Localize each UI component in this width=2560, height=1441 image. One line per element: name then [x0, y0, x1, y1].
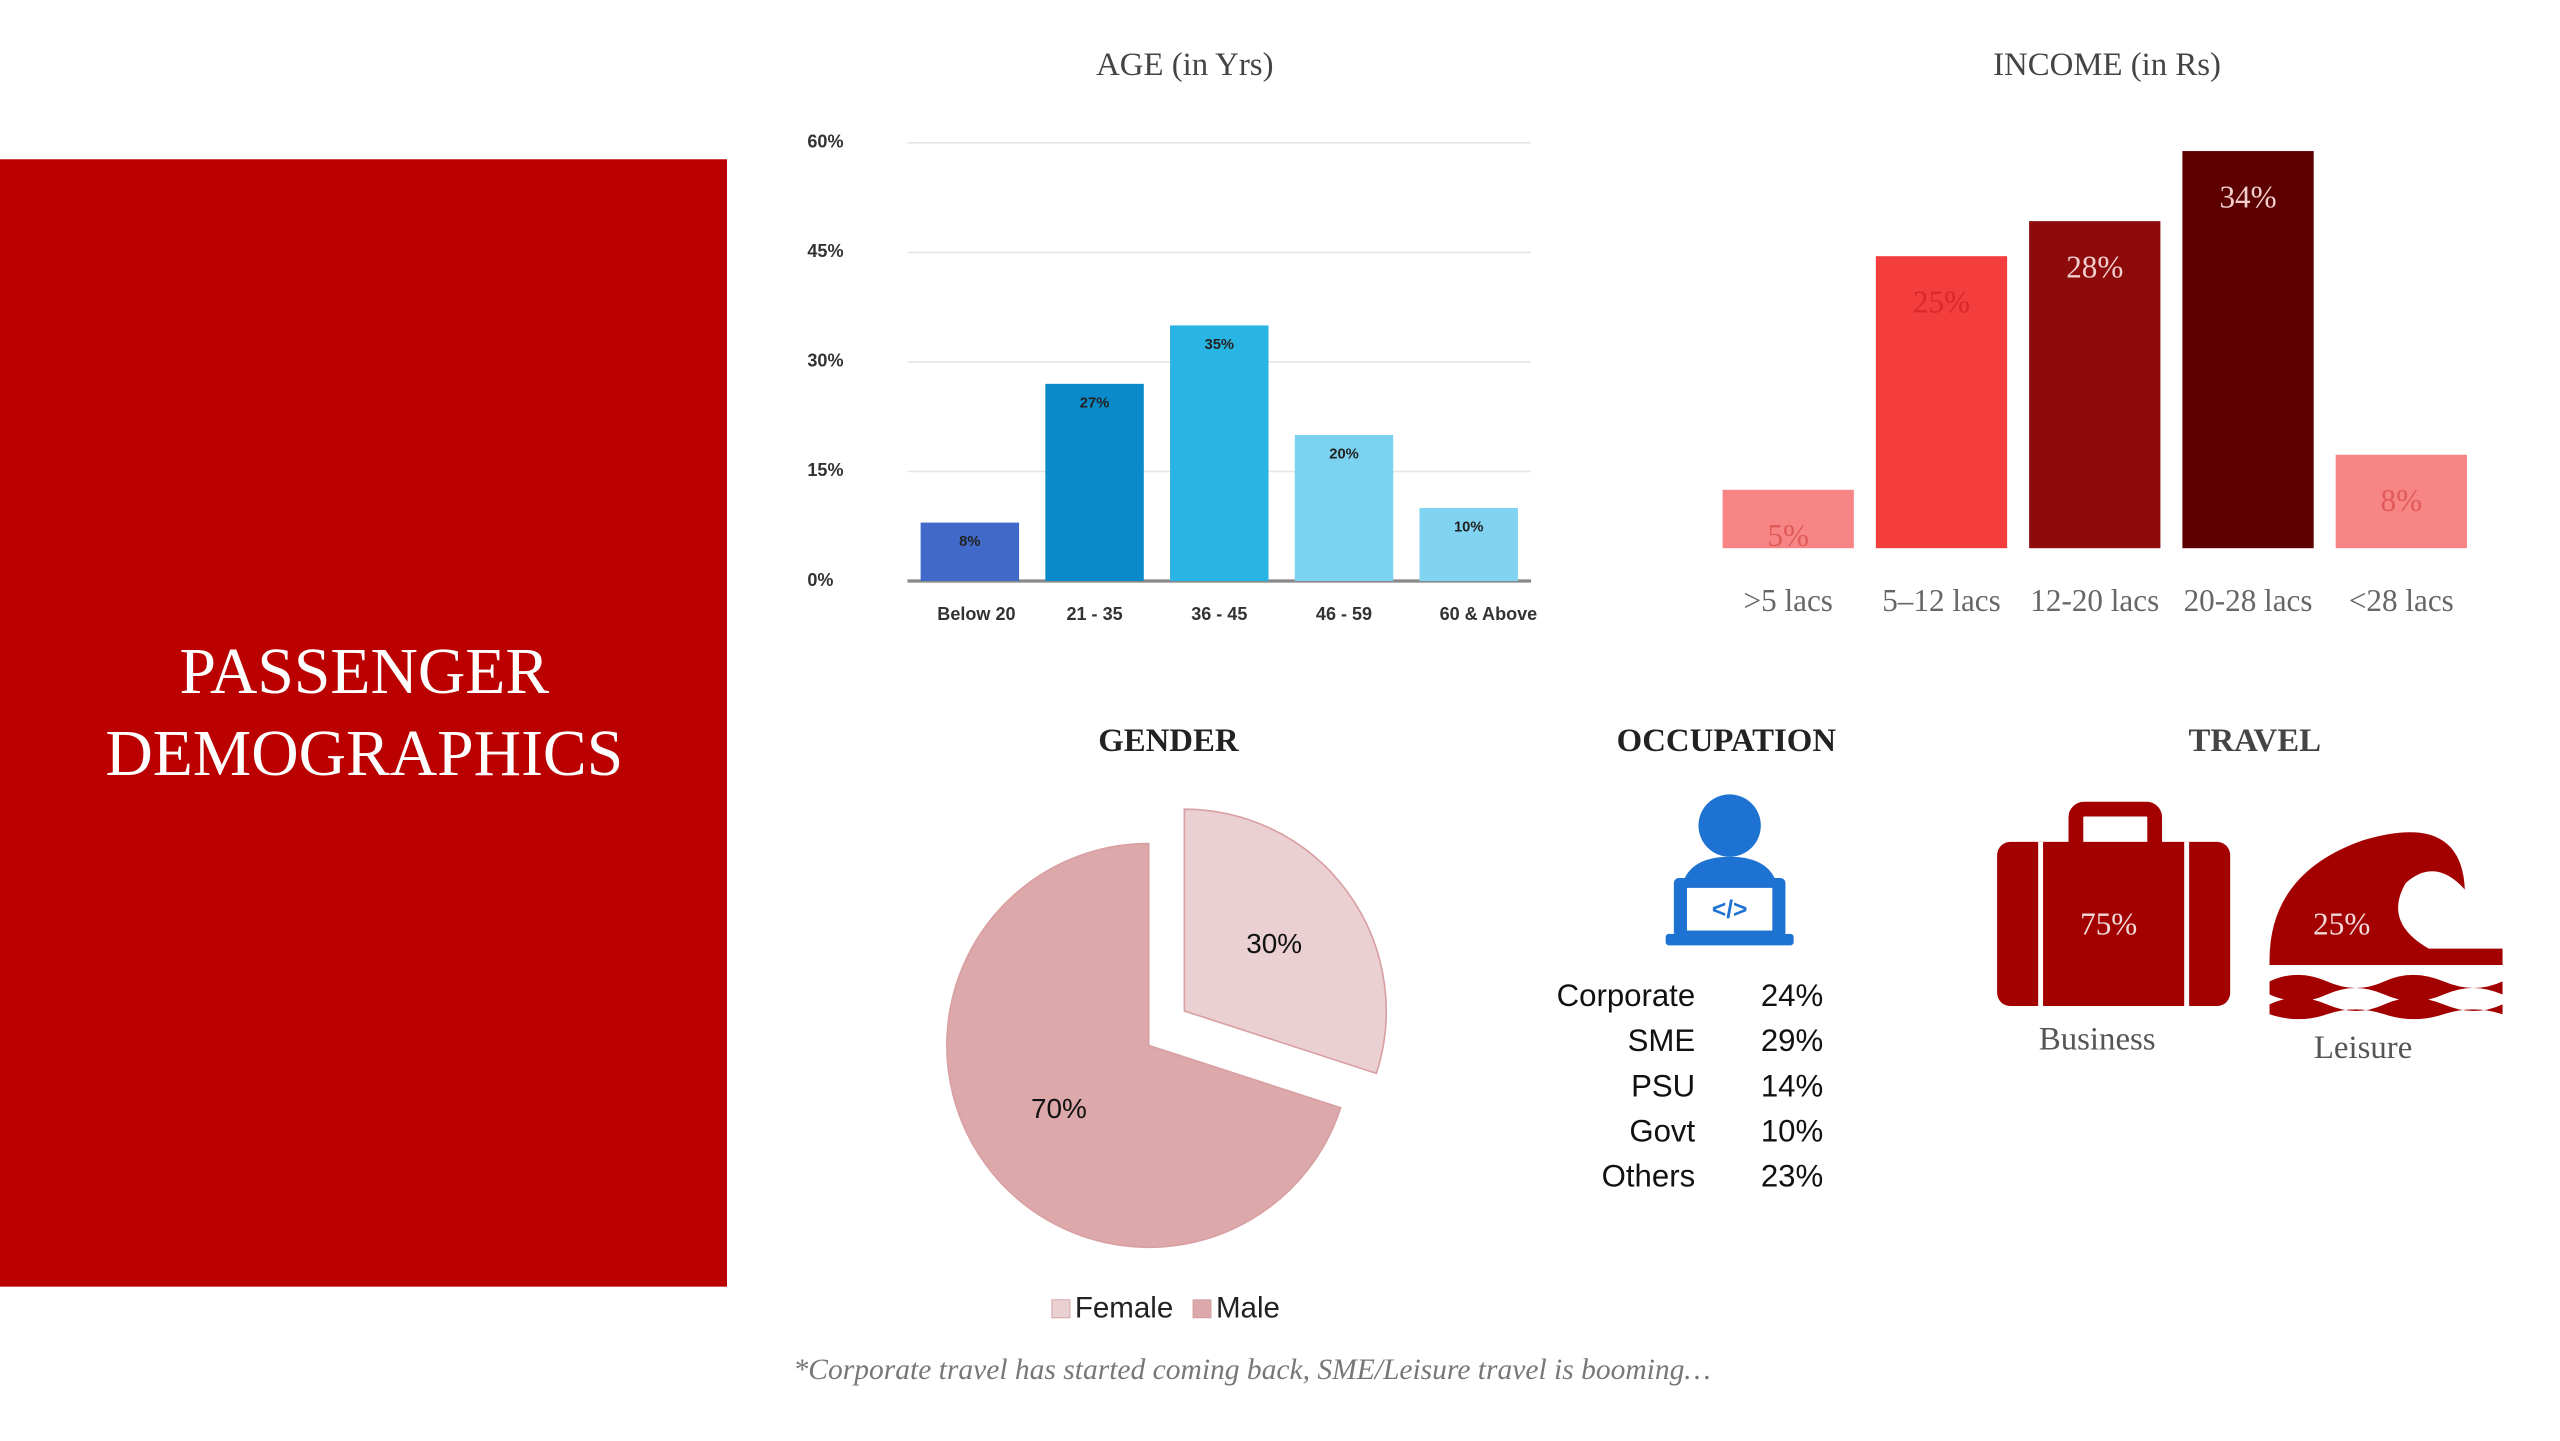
chart-title: GENDER [1098, 723, 1239, 759]
data-label: 35% [1205, 337, 1235, 353]
slide-title: DEMOGRAPHICS [105, 718, 623, 790]
x-tick-label: Below 20 [937, 604, 1015, 624]
table-value: 14% [1761, 1068, 1823, 1103]
legend-label: Male [1216, 1291, 1280, 1324]
data-label: 10% [1454, 520, 1484, 536]
legend-label: Female [1075, 1291, 1173, 1324]
legend-swatch [1051, 1299, 1071, 1319]
travel-label: Business [2039, 1022, 2156, 1058]
data-label: 20% [1329, 447, 1359, 463]
y-tick-label: 45% [807, 241, 843, 261]
legend-swatch [1192, 1299, 1212, 1319]
wave-icon [2269, 832, 2503, 1020]
table-label: Corporate [1557, 978, 1696, 1013]
bar [2029, 221, 2161, 549]
bar [1294, 434, 1394, 582]
y-tick-label: 0% [807, 570, 833, 590]
data-label: 30% [1246, 928, 1302, 959]
table-value: 29% [1761, 1023, 1823, 1058]
x-tick-label: 46 - 59 [1316, 604, 1372, 624]
data-label: 25% [1913, 285, 1970, 320]
section-title: TRAVEL [2189, 723, 2322, 759]
x-tick-label: 60 & Above [1440, 604, 1538, 624]
table-value: 23% [1761, 1159, 1823, 1194]
section-title: OCCUPATION [1617, 723, 1837, 759]
data-label: 8% [959, 534, 980, 550]
data-label: 8% [2381, 483, 2423, 518]
data-label: 34% [2219, 179, 2276, 214]
chart-title: AGE (in Yrs) [1096, 47, 1273, 83]
footnote: *Corporate travel has started coming bac… [794, 1354, 1711, 1386]
chart-title: INCOME (in Rs) [1993, 47, 2221, 83]
x-tick-label: 20-28 lacs [2184, 583, 2313, 618]
y-tick-label: 15% [807, 460, 843, 480]
travel-value: 25% [2313, 906, 2370, 941]
bar [2182, 151, 2314, 549]
x-tick-label: 12-20 lacs [2030, 583, 2159, 618]
travel-label: Leisure [2314, 1030, 2412, 1066]
data-label: 5% [1767, 518, 1809, 553]
table-value: 24% [1761, 978, 1823, 1013]
table-label: PSU [1631, 1068, 1695, 1103]
y-tick-label: 30% [807, 351, 843, 371]
data-label: 70% [1031, 1093, 1087, 1124]
bar [1722, 489, 1854, 549]
x-tick-label: <28 lacs [2349, 583, 2454, 618]
data-label: 28% [2066, 250, 2123, 285]
y-tick-label: 60% [807, 132, 843, 152]
pie-slice [946, 842, 1342, 1249]
table-label: Govt [1629, 1113, 1695, 1148]
x-tick-label: 21 - 35 [1066, 604, 1122, 624]
bar [2335, 454, 2467, 549]
travel-value: 75% [2080, 906, 2137, 941]
bar [1875, 256, 2008, 549]
bar [1419, 507, 1518, 582]
title-panel [0, 159, 727, 1287]
briefcase-icon [1997, 801, 2231, 1007]
x-tick-label: 5–12 lacs [1882, 583, 2001, 618]
x-tick-label: 36 - 45 [1191, 604, 1247, 624]
data-label: 27% [1080, 395, 1110, 411]
x-tick-label: >5 lacs [1744, 583, 1833, 618]
table-value: 10% [1761, 1113, 1823, 1148]
pie-slice [1183, 808, 1387, 1075]
bar [1045, 383, 1144, 582]
svg-text:</>: </> [1712, 896, 1748, 923]
bar [1170, 325, 1269, 582]
bar [920, 522, 1020, 582]
table-label: SME [1628, 1023, 1696, 1058]
occupation-icon: </> [1665, 794, 1794, 946]
table-label: Others [1602, 1159, 1695, 1194]
slide-title: PASSENGER [180, 636, 550, 708]
